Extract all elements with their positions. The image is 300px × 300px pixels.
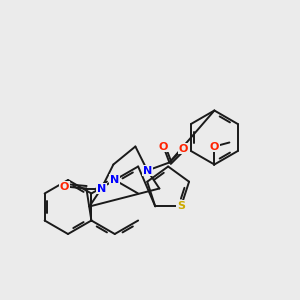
Text: N: N <box>143 166 152 176</box>
Text: S: S <box>177 201 185 211</box>
Text: O: O <box>60 182 69 191</box>
Text: O: O <box>159 142 168 152</box>
Text: N: N <box>97 184 106 194</box>
Text: N: N <box>110 175 119 185</box>
Text: O: O <box>179 143 188 154</box>
Text: O: O <box>210 142 219 152</box>
